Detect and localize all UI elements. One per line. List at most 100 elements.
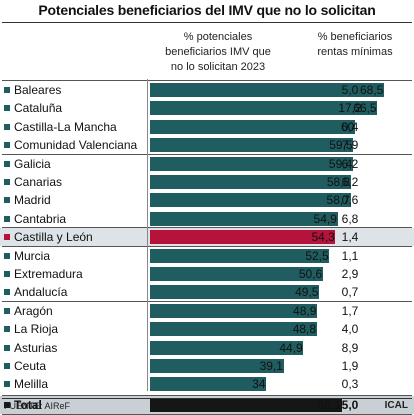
minimum-income-value: 1,4 [341, 230, 359, 245]
bar-value-label: 66,5 [353, 101, 377, 116]
bar-axis-line [147, 79, 148, 391]
table-row: Murcia 52,5 1,1 [0, 247, 414, 265]
bar-value-label: 48,9 [293, 303, 317, 318]
region-label: Castilla-La Mancha [14, 119, 117, 134]
table-row: La Rioja 48,8 4,0 [0, 320, 414, 338]
minimum-income-value: 5,0 [341, 83, 359, 97]
legend-square-marker [4, 252, 10, 259]
bar [150, 211, 338, 226]
table-row: Castilla y León 54,3 1,4 [0, 228, 414, 247]
legend-square-marker [4, 234, 10, 241]
bottom-divider [2, 398, 412, 399]
source-note: FUENTE: AIReF [4, 401, 71, 411]
bar-value-label: 58,8 [326, 175, 351, 189]
credit-logo: ICAL [384, 400, 408, 411]
minimum-income-value: 4,0 [341, 322, 359, 337]
minimum-income-value: 7,9 [341, 138, 359, 153]
legend-square-marker [4, 401, 10, 408]
minimum-income-value: 6,8 [341, 211, 359, 226]
minimum-income-value: 0,6 [341, 193, 359, 208]
bar [150, 377, 267, 392]
minimum-income-value: 2,9 [341, 267, 359, 281]
column-header-potential-line: % potenciales [183, 31, 253, 43]
column-header-potential-line: no lo solicitan 2023 [170, 61, 266, 73]
column-header-minimum-income: % beneficiarios rentas mínimas [300, 30, 410, 60]
region-label: Canarias [14, 175, 63, 189]
bar-value-label: 58,7 [326, 193, 350, 208]
row-divider [2, 245, 412, 247]
minimum-income-value: 8,9 [341, 340, 359, 355]
legend-square-marker [4, 363, 10, 369]
bar [150, 285, 320, 300]
bar-value-label: 52,5 [305, 248, 329, 263]
legend-square-marker [4, 197, 10, 204]
minimum-income-value: 0,3 [341, 377, 359, 392]
legend-square-marker [4, 179, 10, 185]
legend-square-marker [4, 215, 10, 222]
table-row: Canarias 58,8 6,2 [0, 173, 414, 191]
bar-value-label: 50,6 [298, 267, 323, 281]
legend-square-marker [4, 160, 10, 167]
region-label: Aragón [14, 303, 53, 318]
bar [150, 156, 353, 171]
legend-square-marker [4, 344, 10, 351]
minimum-income-value: 0,7 [341, 285, 359, 300]
legend-square-marker [4, 381, 10, 388]
bar [150, 138, 354, 153]
table-row: Andalucía 49,5 0,7 [0, 283, 414, 301]
bar [150, 83, 384, 97]
legend-square-marker [4, 326, 10, 333]
legend-square-marker [4, 142, 10, 149]
minimum-income-value: 1,1 [341, 248, 359, 263]
row-divider [2, 153, 412, 155]
region-label: Cataluña [14, 101, 63, 116]
total-row: Total 56,1 5,0 [0, 395, 414, 414]
table-row: Extremadura 50,6 2,9 [0, 265, 414, 283]
row-divider [2, 227, 412, 229]
minimum-income-value: 0,4 [341, 119, 359, 134]
bar-value-label: 44,9 [279, 340, 303, 355]
column-header-potential: % potenciales beneficiarios IMV que no l… [148, 30, 288, 75]
legend-square-marker [4, 289, 10, 296]
row-divider [2, 80, 412, 81]
legend-square-marker [4, 271, 10, 277]
bar [150, 193, 351, 208]
bar [150, 322, 317, 337]
table-row: Asturias 44,9 8,9 [0, 339, 414, 357]
column-header-minimum-income-line: % beneficiarios [317, 31, 393, 43]
region-label: Madrid [14, 193, 51, 208]
minimum-income-value: 5,0 [341, 397, 359, 412]
region-label: Andalucía [14, 285, 68, 300]
region-label: Asturias [14, 340, 58, 355]
region-label: Baleares [14, 83, 62, 97]
region-label: Cantabria [14, 211, 67, 226]
region-label: Extremadura [14, 267, 83, 281]
region-label: Ceuta [14, 359, 47, 373]
minimum-income-value: 6,2 [341, 156, 359, 171]
legend-square-marker [4, 307, 10, 314]
table-row: Madrid 58,7 0,6 [0, 191, 414, 209]
region-label: Total [14, 397, 42, 412]
region-label: Galicia [14, 156, 51, 171]
minimum-income-value: 1,7 [341, 303, 359, 318]
column-header-potential-line: beneficiarios IMV que [165, 46, 271, 58]
table-row: Aragón 48,9 1,7 [0, 302, 414, 320]
bar-value-label: 49,5 [295, 285, 319, 300]
table-row: Galicia 59,4 6,2 [0, 155, 414, 173]
bar [150, 230, 336, 245]
bar-value-label: 34 [252, 377, 266, 392]
legend-square-marker [4, 123, 10, 130]
row-divider [2, 300, 412, 302]
bar-value-label: 39,1 [259, 359, 283, 373]
table-row: Cantabria 54,9 6,8 [0, 210, 414, 228]
chart-title: Potenciales beneficiarios del IMV que no… [38, 2, 376, 18]
bar-value-label: 68,5 [360, 83, 384, 97]
bar-value-label: 54,3 [311, 230, 335, 245]
bar [150, 397, 342, 412]
table-row: Baleares 68,5 5,0 [0, 81, 414, 99]
minimum-income-value: 1,9 [341, 359, 359, 373]
bar-value-label: 48,8 [292, 322, 317, 337]
bar [150, 267, 323, 281]
table-row: Melilla 34 0,3 [0, 375, 414, 393]
bar-value-label: 59,5 [329, 138, 353, 153]
